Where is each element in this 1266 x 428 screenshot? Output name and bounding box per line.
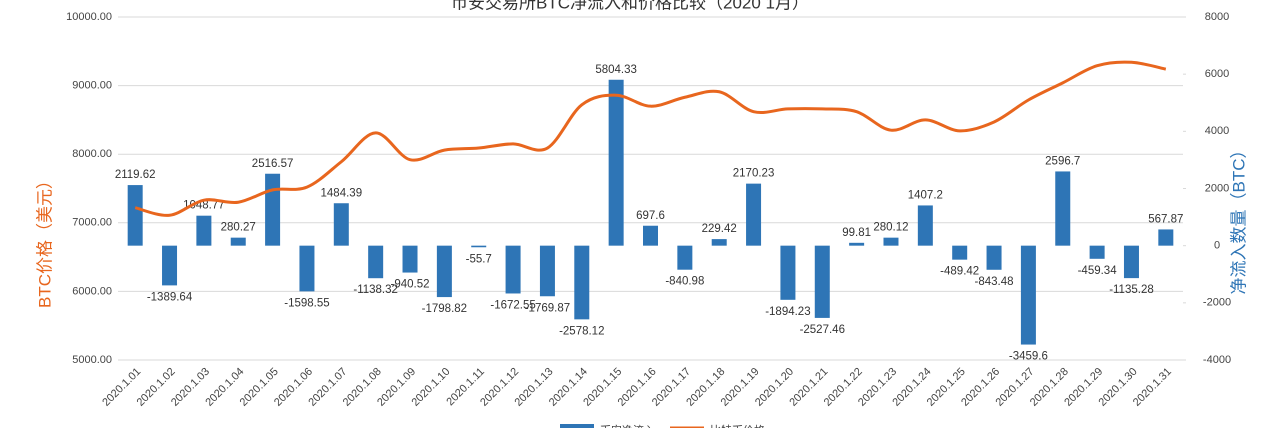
bar [643, 225, 658, 246]
data-label: 697.6 [636, 210, 665, 222]
bar [814, 245, 830, 318]
data-label: 280.27 [221, 222, 256, 234]
y-tick-label: 5000.00 [72, 354, 112, 366]
data-label: -843.48 [975, 276, 1014, 288]
bar [711, 239, 727, 246]
bar [883, 237, 899, 246]
data-label: 229.42 [702, 223, 737, 235]
bar [1055, 171, 1071, 246]
data-label: 567.87 [1148, 213, 1183, 225]
data-label: -55.7 [466, 253, 492, 265]
data-label: 2596.7 [1045, 155, 1080, 167]
bar [849, 242, 865, 246]
data-label: -3459.6 [1009, 351, 1048, 363]
data-label: -840.98 [665, 276, 704, 288]
bar [917, 205, 933, 246]
bar [196, 215, 212, 246]
data-label: -1135.28 [1109, 284, 1154, 296]
data-label: -2578.12 [559, 325, 604, 337]
data-label: -1798.82 [422, 303, 467, 315]
legend-label: 比特币价格 [710, 423, 765, 428]
bar [402, 245, 418, 273]
data-label: 2516.57 [252, 158, 294, 170]
y2-tick-label: 4000 [1205, 125, 1229, 137]
bar [1158, 229, 1174, 246]
data-label: -1672.55 [490, 300, 535, 312]
data-label: -2527.46 [800, 324, 845, 336]
bar [471, 245, 487, 248]
data-label: 5804.33 [595, 64, 637, 76]
bar [986, 245, 1002, 270]
y-tick-label: 8000.00 [72, 148, 112, 160]
bar [952, 245, 968, 260]
bar [162, 245, 178, 286]
data-label: -1598.55 [284, 297, 329, 309]
legend-label: 币安净流入 [600, 423, 655, 428]
data-label: -940.52 [391, 279, 430, 291]
bar [265, 173, 281, 246]
data-label: 99.81 [842, 227, 871, 239]
bar [505, 245, 521, 294]
data-label: -1389.64 [147, 291, 193, 303]
chart-title: 币安交易所BTC净流入和价格比较（2020 1月） [451, 0, 809, 12]
bar [539, 245, 555, 297]
bar [574, 245, 590, 320]
price-line [134, 60, 1167, 217]
bar [1020, 245, 1036, 345]
y2-tick-label: 2000 [1205, 182, 1229, 194]
data-label: -1894.23 [765, 306, 810, 318]
data-label: 1484.39 [321, 187, 363, 199]
bar [1123, 245, 1139, 279]
bar [780, 245, 796, 300]
bar [299, 245, 315, 292]
y2-tick-label: 8000 [1205, 11, 1229, 23]
data-label: 1407.2 [908, 189, 943, 201]
data-label: 2170.23 [733, 168, 775, 180]
y-tick-label: 6000.00 [72, 285, 112, 297]
bar [127, 185, 143, 246]
bar [1089, 245, 1105, 259]
y-tick-label: 10000.00 [66, 11, 112, 23]
bar [746, 183, 762, 246]
data-label: -459.34 [1078, 265, 1118, 277]
y2-tick-label: -4000 [1203, 354, 1231, 366]
bar [230, 237, 246, 246]
y-axis-label: BTC价格（美元） [35, 172, 54, 308]
data-label: 2119.62 [115, 169, 156, 181]
y-tick-label: 9000.00 [72, 80, 112, 92]
y2-tick-label: 6000 [1205, 68, 1229, 80]
bar [436, 245, 452, 298]
bar [608, 79, 624, 246]
data-label: -1769.87 [525, 302, 570, 314]
y2-tick-label: -2000 [1203, 297, 1231, 309]
y2-axis-label: 净流入数量（BTC） [1229, 142, 1248, 295]
data-label: 280.12 [873, 222, 908, 234]
bar [677, 245, 693, 270]
y-tick-label: 7000.00 [72, 217, 112, 229]
y2-tick-label: 0 [1214, 240, 1220, 252]
bar [333, 203, 349, 246]
legend-swatch [560, 424, 594, 428]
bar [368, 245, 384, 279]
data-label: -1138.32 [353, 284, 398, 296]
data-label: -489.42 [940, 266, 979, 278]
